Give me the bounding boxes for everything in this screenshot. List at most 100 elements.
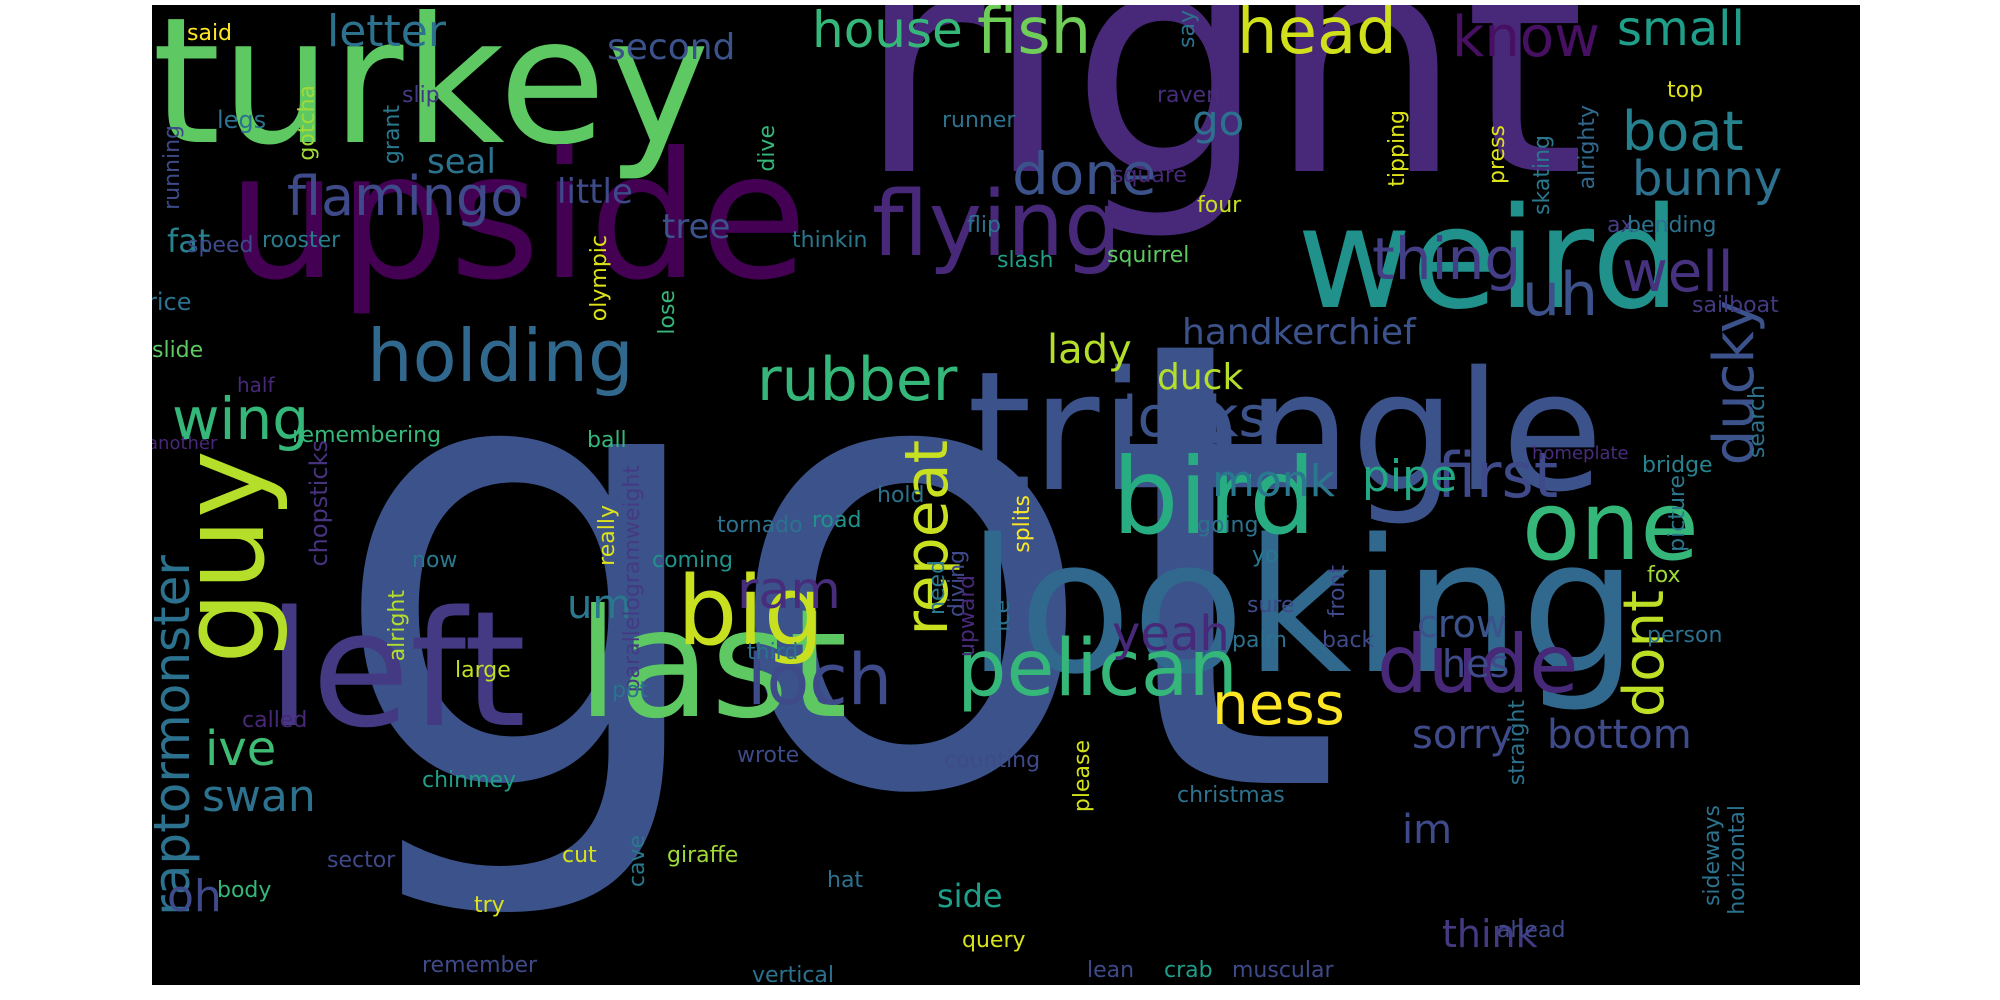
word-alrighty: alrighty <box>1575 105 1600 190</box>
word-sure: sure <box>1247 593 1295 618</box>
word-raptormonster: raptormonster <box>152 555 201 916</box>
word-muscular: muscular <box>1232 958 1334 983</box>
word-raven: raven <box>1157 83 1221 108</box>
word-well: well <box>1622 240 1734 305</box>
word-pipe: pipe <box>1362 451 1458 502</box>
word-swan: swan <box>202 771 316 822</box>
word-rooster: rooster <box>262 228 341 253</box>
word-sailboat: sailboat <box>1692 293 1779 318</box>
word-second: second <box>607 27 736 68</box>
word-speed: speed <box>187 233 254 258</box>
word-say: say <box>1175 10 1200 48</box>
word-ram: ram <box>737 561 841 621</box>
word-homeplate: homeplate <box>1532 443 1629 464</box>
word-skating: skating <box>1530 135 1555 215</box>
word-person: person <box>1647 623 1723 648</box>
word-ice: ice <box>990 600 1015 632</box>
word-squirrel: squirrel <box>1107 243 1190 268</box>
word-top: top <box>1667 78 1704 103</box>
word-bending: bending <box>1627 213 1717 238</box>
word-going: going <box>1197 513 1259 538</box>
word-olympic: olympic <box>587 235 612 322</box>
word-large: large <box>455 658 511 683</box>
word-handkerchief: handkerchief <box>1182 312 1416 353</box>
word-search: search <box>1745 385 1770 459</box>
word-big: big <box>677 557 824 667</box>
word-tipping: tipping <box>1385 110 1410 187</box>
word-flying: flying <box>872 172 1122 277</box>
word-now: now <box>412 548 458 573</box>
word-please: please <box>1070 740 1095 813</box>
word-front: front <box>1325 565 1350 618</box>
word-done: done <box>1012 140 1157 208</box>
word-thing: thing <box>1372 225 1522 293</box>
word-really: really <box>595 505 620 566</box>
word-slip: slip <box>402 83 440 108</box>
word-runner: runner <box>942 108 1016 133</box>
word-alright: alright <box>385 590 410 662</box>
word-lady: lady <box>1047 327 1132 373</box>
word-try: try <box>474 893 505 918</box>
word-triangle: triangle <box>967 336 1604 528</box>
word-vertical: vertical <box>752 963 835 986</box>
word-giraffe: giraffe <box>667 843 739 868</box>
word-left: left <box>267 576 527 763</box>
word-dive: dive <box>755 125 780 172</box>
word-sideways: sideways <box>1700 805 1725 907</box>
word-wing: wing <box>172 385 310 453</box>
word-legs: legs <box>217 106 267 134</box>
word-cloud-canvas: got right turkey upside looking triangle weird… <box>152 5 1860 985</box>
word-think: think <box>1442 912 1538 956</box>
word-back: back <box>1322 628 1375 653</box>
word-cave: cave <box>625 835 650 888</box>
word-tree: tree <box>662 207 731 247</box>
word-called: called <box>242 708 308 733</box>
word-dont: dont <box>1612 590 1677 718</box>
word-half: half <box>237 373 275 397</box>
word-upward: upward <box>955 575 980 658</box>
word-looks: looks <box>1122 385 1268 450</box>
word-dude: dude <box>1377 618 1579 711</box>
word-crab: crab <box>1164 958 1213 983</box>
word-tornado: tornado <box>717 513 803 538</box>
word-house: house <box>812 5 963 59</box>
word-seal: seal <box>427 142 496 182</box>
word-head: head <box>1237 5 1397 69</box>
word-ness: ness <box>1212 670 1345 738</box>
word-press: press <box>1485 125 1510 184</box>
word-hat: hat <box>827 868 864 893</box>
word-running: running <box>160 125 185 210</box>
word-horizontal: horizontal <box>1725 805 1750 915</box>
word-chinmey: chinmey <box>422 768 517 793</box>
word-rubber: rubber <box>757 345 958 415</box>
word-sorry: sorry <box>1412 712 1514 758</box>
word-loch: loch <box>747 639 893 721</box>
word-uh: uh <box>1522 260 1599 330</box>
word-letter: letter <box>327 6 446 57</box>
word-ahead: ahead <box>1497 918 1566 943</box>
word-wrote: wrote <box>737 743 800 768</box>
word-small: small <box>1617 5 1745 57</box>
word-picture: picture <box>1665 475 1690 552</box>
word-flamingo: flamingo <box>287 165 524 228</box>
word-fish: fish <box>977 5 1092 69</box>
word-grant: grant <box>380 105 405 165</box>
word-slash: slash <box>997 248 1054 273</box>
word-bridge: bridge <box>1642 453 1713 478</box>
word-right: right <box>857 5 1586 245</box>
word-said: said <box>187 21 233 46</box>
word-bird: bird <box>1112 436 1316 558</box>
word-sector: sector <box>327 848 396 873</box>
word-remember: remember <box>422 953 538 978</box>
word-cut: cut <box>562 843 597 868</box>
word-counting: counting <box>944 748 1041 773</box>
word-ive: ive <box>205 721 277 777</box>
word-bottom: bottom <box>1547 712 1692 758</box>
word-body: body <box>217 878 272 903</box>
word-straight: straight <box>1505 700 1530 786</box>
word-ball: ball <box>587 428 627 453</box>
word-coming: coming <box>652 548 734 573</box>
word-little: little <box>557 172 633 212</box>
word-last: last <box>577 578 848 752</box>
